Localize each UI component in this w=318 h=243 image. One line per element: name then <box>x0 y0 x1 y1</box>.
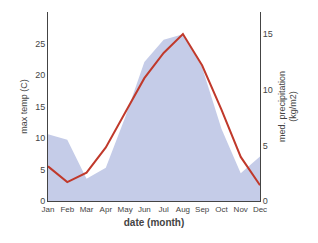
svg-text:Oct: Oct <box>215 205 228 214</box>
svg-text:May: May <box>118 205 133 214</box>
svg-text:0: 0 <box>40 196 45 206</box>
svg-text:Jul: Jul <box>159 205 169 214</box>
svg-text:25: 25 <box>35 39 45 49</box>
svg-text:Sep: Sep <box>195 205 210 214</box>
svg-text:10: 10 <box>35 133 45 143</box>
svg-text:Jun: Jun <box>138 205 151 214</box>
svg-text:15: 15 <box>263 29 273 39</box>
svg-text:Mar: Mar <box>80 205 94 214</box>
svg-text:Jan: Jan <box>42 205 55 214</box>
svg-text:10: 10 <box>263 85 273 95</box>
svg-text:Nov: Nov <box>234 205 248 214</box>
svg-text:Feb: Feb <box>60 205 74 214</box>
svg-text:med. precipitation(kg/m2): med. precipitation(kg/m2) <box>277 71 299 142</box>
svg-text:Aug: Aug <box>176 205 190 214</box>
svg-text:Apr: Apr <box>100 205 113 214</box>
svg-text:date (month): date (month) <box>124 217 185 228</box>
svg-text:5: 5 <box>263 141 268 151</box>
svg-text:15: 15 <box>35 102 45 112</box>
svg-text:20: 20 <box>35 70 45 80</box>
svg-text:0: 0 <box>263 196 268 206</box>
svg-text:Dec: Dec <box>253 205 267 214</box>
svg-text:5: 5 <box>40 165 45 175</box>
svg-text:max temp (C): max temp (C) <box>19 79 29 134</box>
